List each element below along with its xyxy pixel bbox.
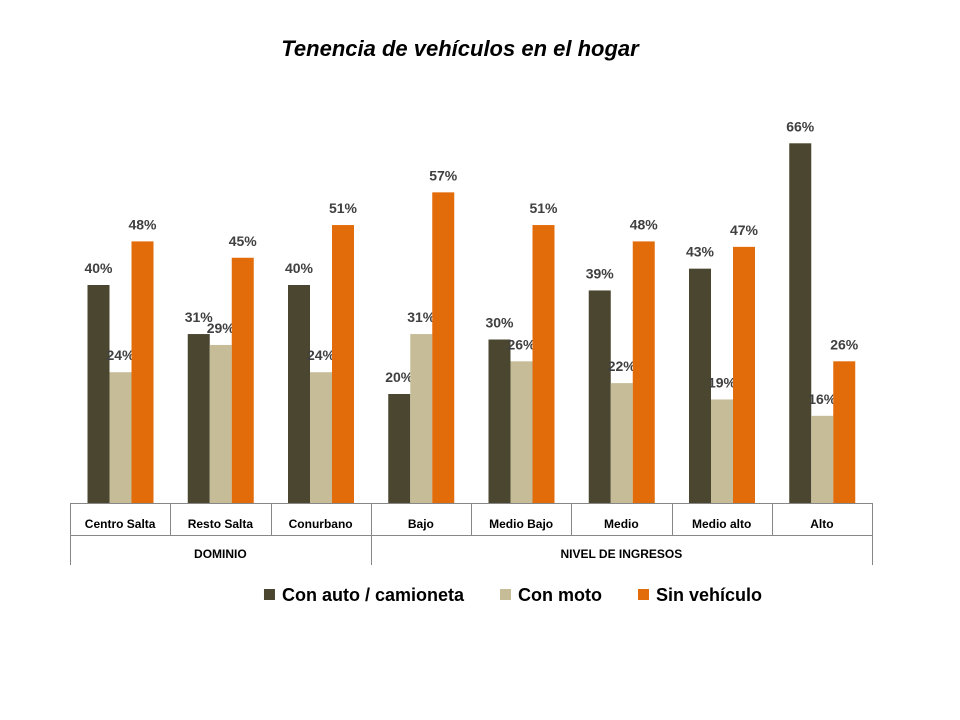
bar-1-8 bbox=[789, 143, 812, 504]
data-label: 26% bbox=[507, 336, 536, 352]
category-label: Centro Salta bbox=[85, 517, 156, 531]
bar-1-3 bbox=[288, 285, 310, 503]
bar-3-1 bbox=[131, 241, 154, 503]
data-label: 39% bbox=[586, 265, 615, 281]
data-label: 30% bbox=[485, 315, 514, 331]
bar-1-4 bbox=[388, 394, 411, 503]
bar-3-3 bbox=[332, 225, 354, 504]
bar-1-5 bbox=[488, 339, 511, 503]
legend-label: Con moto bbox=[518, 585, 602, 605]
data-label: 19% bbox=[708, 374, 737, 390]
bar-3-2 bbox=[231, 257, 254, 503]
bar-2-1 bbox=[109, 372, 132, 503]
data-label: 57% bbox=[429, 167, 458, 183]
bar-2-5 bbox=[510, 361, 533, 503]
legend-item: Con auto / camioneta bbox=[263, 585, 465, 605]
bar-3-8 bbox=[833, 361, 856, 503]
group-label: DOMINIO bbox=[194, 547, 247, 561]
data-label: 51% bbox=[529, 200, 558, 216]
bar-3-4 bbox=[432, 192, 455, 503]
category-axis: Centro Salta Resto Salta Conurbano Bajo Medi… bbox=[70, 503, 873, 565]
bar-3-7 bbox=[733, 246, 755, 503]
bar-2-6 bbox=[610, 383, 633, 503]
data-label: 45% bbox=[229, 233, 258, 249]
legend-swatch bbox=[263, 589, 275, 600]
legend-swatch bbox=[500, 589, 512, 600]
bar-1-6 bbox=[588, 290, 611, 503]
legend-item: Con moto bbox=[500, 585, 602, 605]
category-label: Resto Salta bbox=[188, 517, 254, 531]
bar-2-8 bbox=[811, 415, 834, 503]
data-label: 48% bbox=[128, 216, 157, 232]
data-label: 22% bbox=[608, 358, 637, 374]
bar-2-3 bbox=[310, 372, 332, 503]
chart-title: Tenencia de vehículos en el hogar bbox=[281, 36, 640, 61]
category-label: Bajo bbox=[408, 517, 434, 531]
bar-3-5 bbox=[532, 225, 555, 504]
data-label: 26% bbox=[830, 336, 859, 352]
bar-1-2 bbox=[187, 334, 210, 503]
data-label: 48% bbox=[630, 216, 659, 232]
bar-2-2 bbox=[209, 344, 232, 503]
category-label: Medio Bajo bbox=[489, 517, 553, 531]
legend-label: Con auto / camioneta bbox=[282, 585, 465, 605]
data-label: 29% bbox=[207, 320, 236, 336]
data-label: 51% bbox=[329, 200, 358, 216]
bar-3-6 bbox=[632, 241, 655, 503]
group-label: NIVEL DE INGRESOS bbox=[560, 547, 682, 561]
data-label: 31% bbox=[407, 309, 436, 325]
data-label: 24% bbox=[307, 347, 336, 363]
data-label: 66% bbox=[786, 118, 815, 134]
bar-2-7 bbox=[711, 399, 733, 503]
data-label: 16% bbox=[808, 391, 837, 407]
bar-1-7 bbox=[689, 268, 711, 503]
category-label: Medio bbox=[604, 517, 639, 531]
bar-2-4 bbox=[410, 334, 433, 503]
category-label: Medio alto bbox=[692, 517, 751, 531]
legend: Con auto / camioneta Con moto Sin vehículo bbox=[263, 585, 762, 605]
bar-1-1 bbox=[87, 285, 110, 503]
data-label: 20% bbox=[385, 369, 414, 385]
data-label: 24% bbox=[106, 347, 135, 363]
category-label: Alto bbox=[810, 517, 833, 531]
legend-item: Sin vehículo bbox=[637, 585, 762, 605]
data-label: 40% bbox=[84, 260, 113, 276]
data-label: 31% bbox=[185, 309, 214, 325]
category-label: Conurbano bbox=[289, 517, 353, 531]
plot-area: 40% 31% 40% 20% 30% 39% 43% 66% 24% 29% 24% 31% 26% 2… bbox=[84, 118, 859, 504]
legend-label: Sin vehículo bbox=[656, 585, 762, 605]
legend-swatch bbox=[637, 589, 649, 600]
data-label: 40% bbox=[285, 260, 314, 276]
data-label: 47% bbox=[730, 222, 759, 238]
data-label: 43% bbox=[686, 244, 715, 260]
